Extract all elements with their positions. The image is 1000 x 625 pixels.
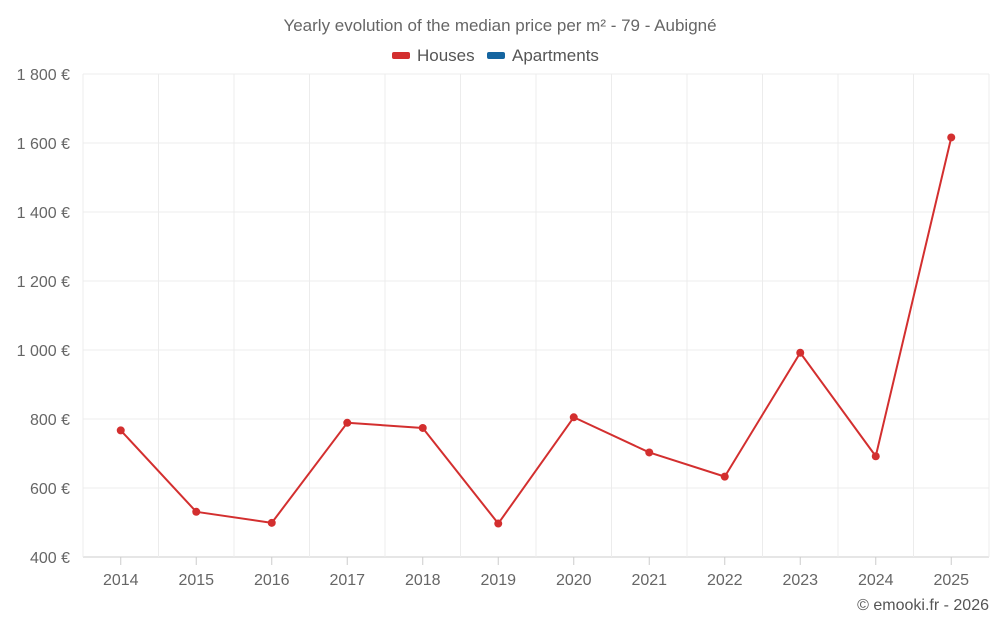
data-point-houses[interactable] — [192, 507, 201, 516]
series-line-houses — [120, 137, 953, 525]
x-axis: 2014 2015 2016 2017 2018 2019 2020 2021 2022 2023… — [103, 557, 969, 589]
x-tick-label: 2022 — [707, 572, 743, 589]
y-tick-label: 400 € — [30, 550, 70, 567]
x-tick-label: 2018 — [405, 572, 441, 589]
y-tick-label: 1 000 € — [17, 343, 70, 360]
legend: Houses Apartments — [392, 46, 599, 65]
legend-swatch-houses — [392, 52, 410, 59]
x-tick-label: 2023 — [782, 572, 818, 589]
data-point-houses[interactable] — [645, 448, 654, 457]
data-point-houses[interactable] — [720, 472, 729, 481]
y-tick-label: 1 800 € — [17, 67, 70, 84]
data-point-houses[interactable] — [267, 518, 276, 527]
x-tick-label: 2014 — [103, 572, 139, 589]
y-tick-label: 1 600 € — [17, 136, 70, 153]
grid — [82, 73, 990, 558]
x-tick-label: 2025 — [933, 572, 969, 589]
x-tick-label: 2024 — [858, 572, 894, 589]
data-point-houses[interactable] — [569, 413, 578, 422]
x-tick-label: 2020 — [556, 572, 592, 589]
y-tick-label: 1 200 € — [17, 274, 70, 291]
chart-title: Yearly evolution of the median price per… — [283, 16, 716, 35]
credit: © emooki.fr - 2026 — [857, 597, 989, 614]
data-point-houses[interactable] — [418, 423, 427, 432]
legend-item-apartments[interactable]: Apartments — [487, 46, 599, 65]
y-tick-label: 600 € — [30, 481, 70, 498]
data-point-houses[interactable] — [494, 519, 503, 528]
legend-item-houses[interactable]: Houses — [392, 46, 475, 65]
x-tick-label: 2021 — [631, 572, 667, 589]
data-point-houses[interactable] — [116, 426, 125, 435]
series-layer — [116, 133, 956, 528]
y-tick-label: 800 € — [30, 412, 70, 429]
x-tick-label: 2019 — [480, 572, 516, 589]
x-tick-label: 2017 — [329, 572, 365, 589]
data-point-houses[interactable] — [343, 418, 352, 427]
legend-swatch-apartments — [487, 52, 505, 59]
x-tick-label: 2016 — [254, 572, 290, 589]
x-tick-label: 2015 — [178, 572, 214, 589]
legend-label-apartments: Apartments — [512, 46, 599, 65]
data-point-houses[interactable] — [947, 133, 956, 142]
data-point-houses[interactable] — [871, 452, 880, 461]
data-point-houses[interactable] — [796, 348, 805, 357]
y-axis: 400 € 600 € 800 € 1 000 € 1 200 € 1 400 € 1 60… — [17, 67, 70, 567]
y-tick-label: 1 400 € — [17, 205, 70, 222]
legend-label-houses: Houses — [417, 46, 475, 65]
